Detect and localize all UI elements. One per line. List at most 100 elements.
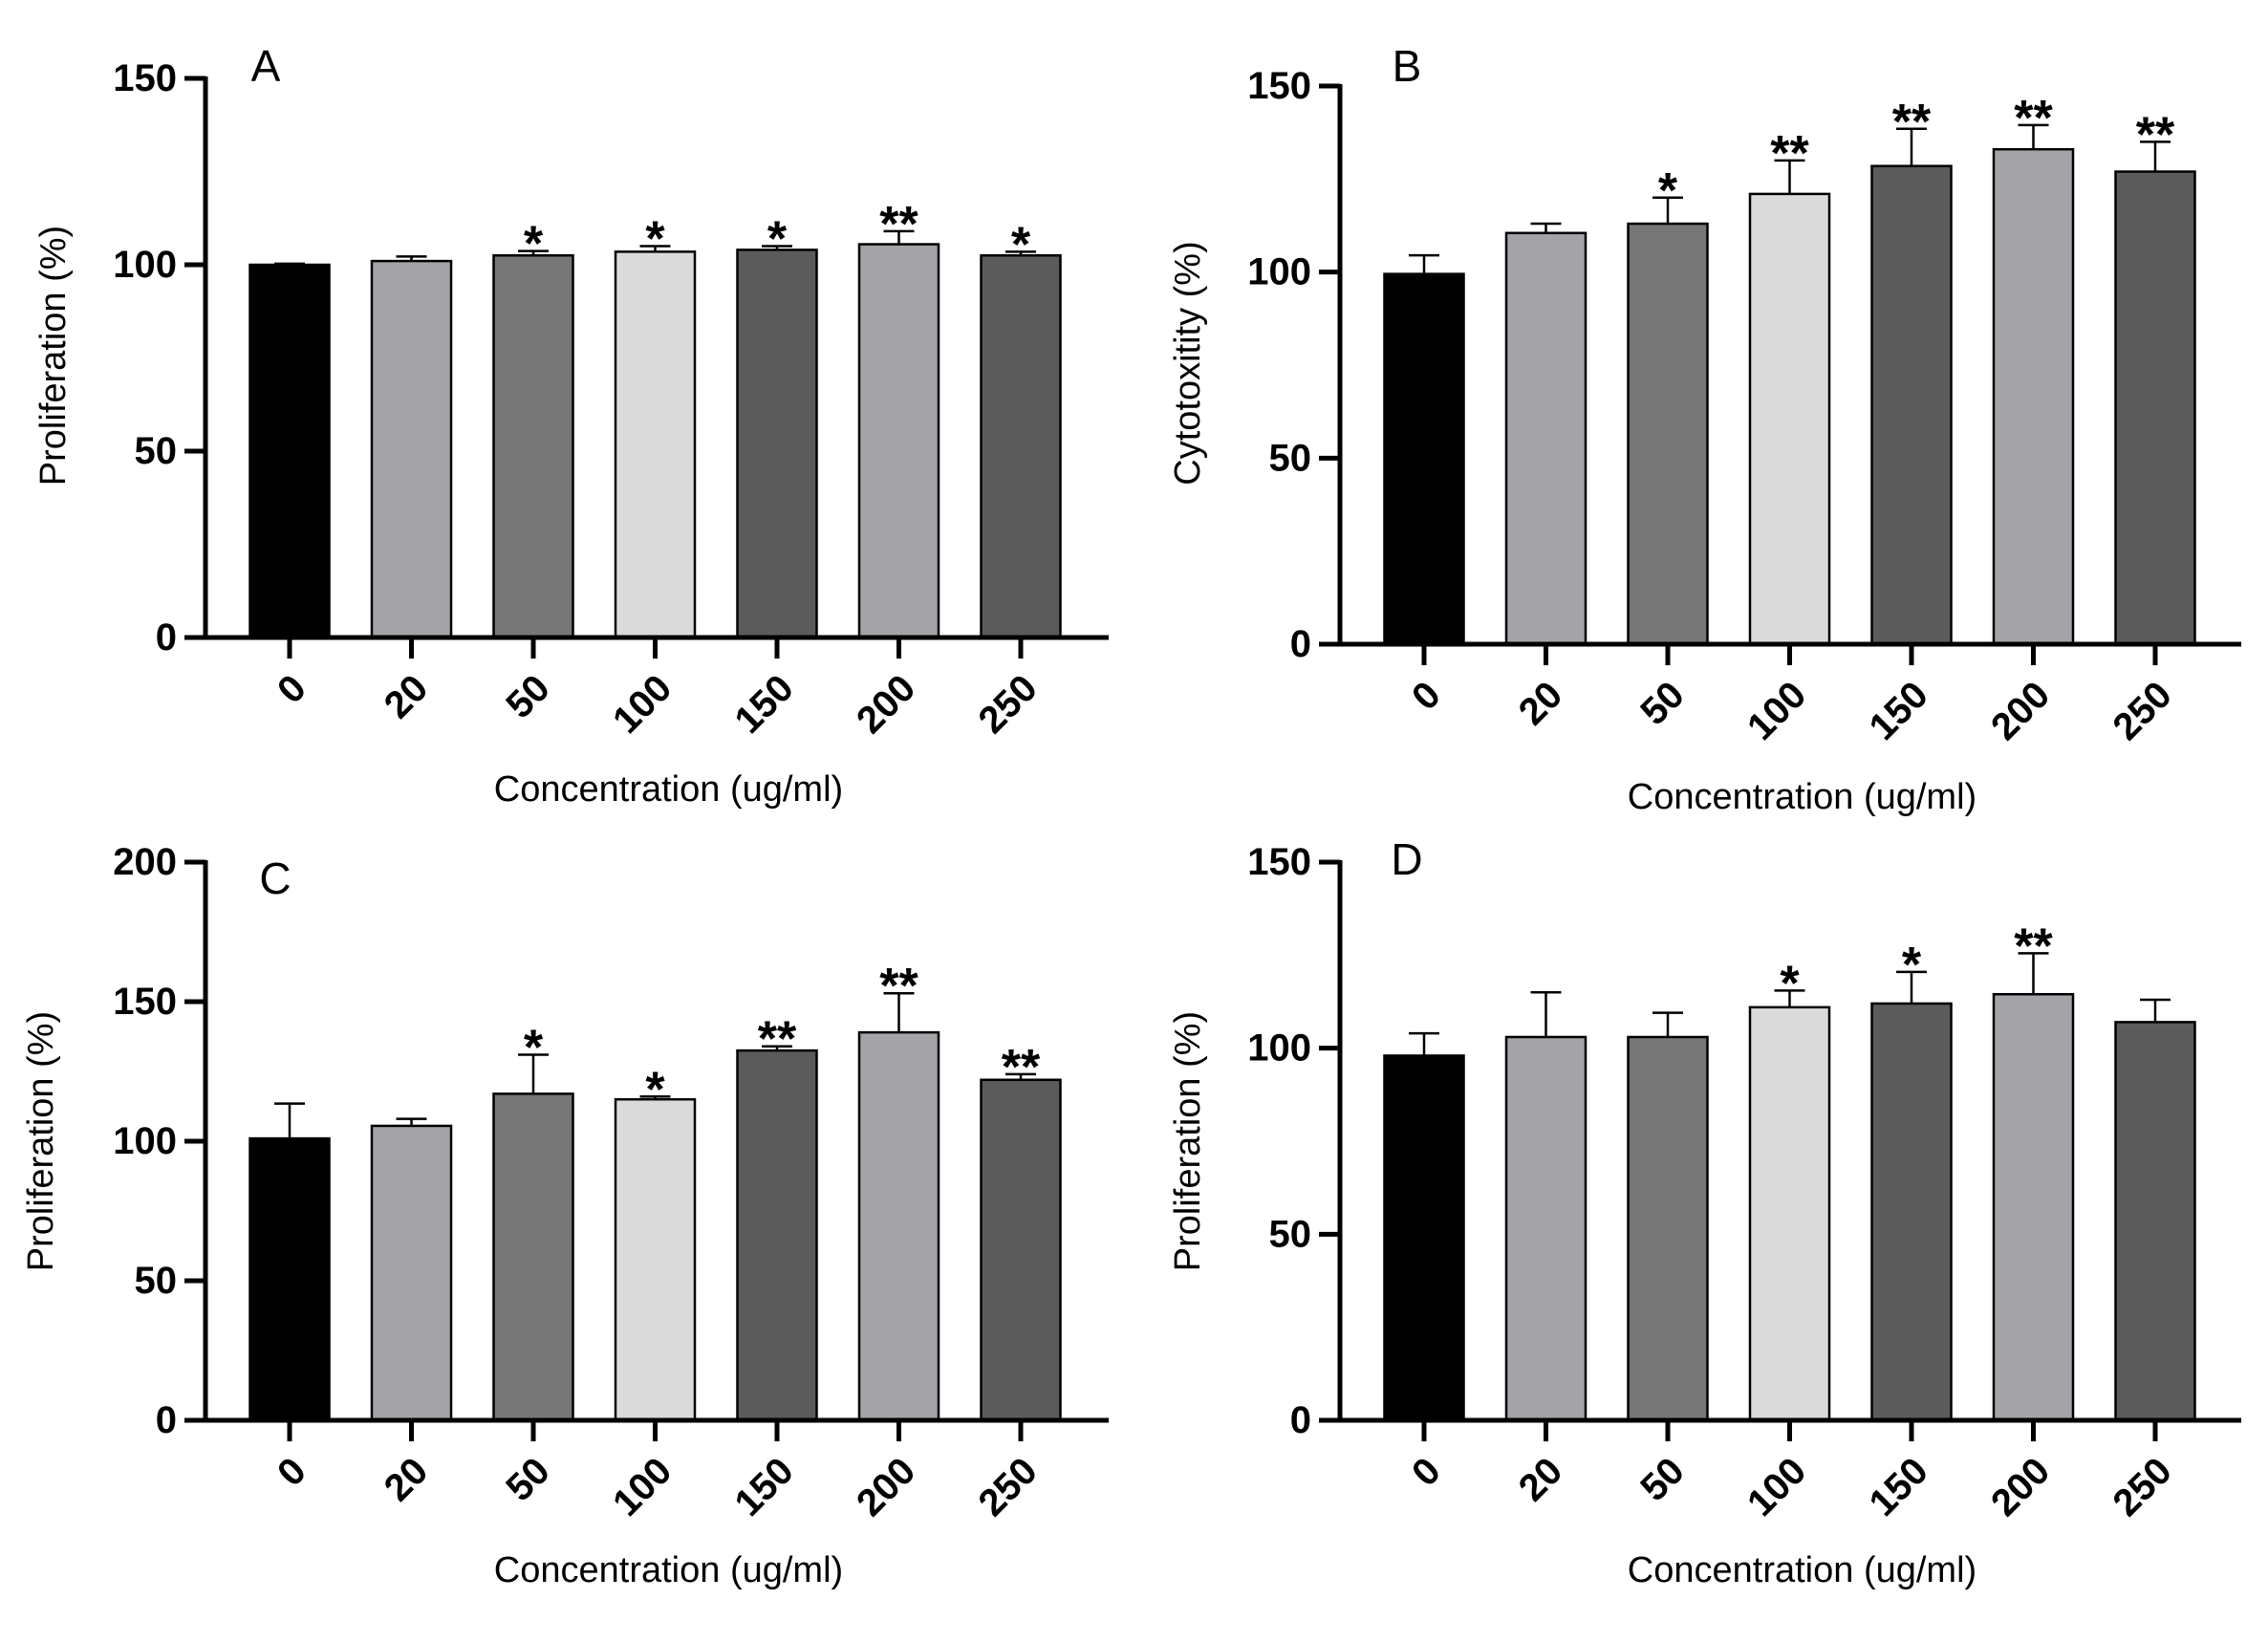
bar-100 [1748, 192, 1831, 646]
significance-marker: ** [758, 1012, 797, 1068]
bar-0 [248, 263, 331, 639]
panel-letter: A [251, 41, 281, 91]
significance-marker: ** [2014, 919, 2053, 974]
x-axis-title: Concentration (ug/ml) [1628, 1550, 1976, 1590]
bar-100 [614, 1097, 697, 1422]
significance-marker: * [1011, 217, 1031, 272]
y-tick-label: 100 [1247, 251, 1311, 293]
chart-panel-a: A 0 20 * 50 * 100 * 150 ** 200 * 250 0 50 100 150 Prolife… [33, 41, 1109, 810]
panel-letter: D [1391, 834, 1422, 884]
x-tick-label: 50 [498, 667, 558, 727]
chart-panel-b: B 0 20 * 50 ** 100 ** 150 ** 200 ** 250 0 50 100 150 Cyto… [1168, 41, 2241, 817]
x-tick-label: 100 [605, 1450, 680, 1524]
bar-200 [1992, 147, 2075, 646]
bar-250 [980, 254, 1062, 639]
bar-50 [492, 254, 574, 639]
x-tick-label: 250 [2106, 674, 2180, 748]
bar-200 [857, 243, 940, 639]
bar-200 [857, 1030, 940, 1422]
bar-150 [1870, 164, 1953, 646]
x-tick-label: 200 [1983, 1450, 2058, 1524]
x-tick-label: 100 [605, 667, 680, 742]
x-axis-title: Concentration (ug/ml) [494, 1550, 843, 1590]
y-tick-label: 150 [1247, 841, 1311, 883]
x-tick-label: 250 [2106, 1450, 2180, 1524]
y-tick-label: 0 [1290, 623, 1311, 665]
bar-150 [736, 1048, 818, 1422]
bar-0 [248, 1136, 331, 1422]
bar-150 [736, 249, 818, 639]
bar-50 [1627, 1035, 1709, 1422]
x-axis-title: Concentration (ug/ml) [494, 769, 843, 810]
significance-marker: ** [1002, 1040, 1041, 1095]
y-tick-label: 150 [113, 981, 177, 1023]
x-tick-label: 0 [270, 667, 314, 712]
x-tick-label: 200 [849, 667, 923, 742]
bar-20 [370, 259, 453, 639]
significance-marker: * [645, 212, 665, 268]
bar-100 [1748, 1005, 1831, 1422]
bar-100 [614, 250, 697, 639]
significance-marker: ** [879, 959, 918, 1014]
y-tick-label: 50 [135, 1260, 178, 1302]
x-tick-label: 100 [1739, 1450, 1814, 1524]
x-tick-label: 150 [1862, 674, 1936, 748]
significance-marker: * [524, 217, 544, 272]
x-tick-label: 100 [1739, 674, 1814, 748]
x-tick-label: 0 [1404, 1450, 1449, 1495]
bar-0 [1383, 1054, 1465, 1422]
y-axis-title: Cytotoxitity (%) [1168, 241, 1208, 485]
x-tick-label: 20 [377, 667, 437, 727]
y-tick-label: 0 [1290, 1399, 1311, 1441]
x-tick-label: 150 [1862, 1450, 1936, 1524]
significance-marker: ** [1770, 126, 1809, 182]
x-tick-label: 50 [1632, 1450, 1693, 1510]
significance-marker: * [1780, 956, 1800, 1011]
significance-marker: ** [2014, 91, 2053, 146]
bar-250 [2114, 170, 2196, 646]
significance-marker: * [645, 1062, 665, 1117]
y-axis-title: Proliferation (%) [21, 1011, 61, 1271]
panel-letter: B [1393, 41, 1422, 91]
bar-50 [1627, 222, 1709, 646]
x-tick-label: 200 [849, 1450, 923, 1524]
significance-marker: * [767, 212, 788, 268]
significance-marker: ** [879, 197, 918, 252]
chart-panel-c: C 0 20 * 50 * 100 ** 150 ** 200 ** 250 0 50 100 150 200 Pr… [21, 841, 1109, 1590]
y-tick-label: 0 [156, 1399, 177, 1441]
significance-marker: ** [1892, 95, 1932, 150]
significance-marker: ** [2136, 107, 2175, 162]
y-tick-label: 150 [1247, 65, 1311, 107]
y-tick-label: 150 [113, 57, 177, 99]
bar-150 [1870, 1002, 1953, 1422]
y-tick-label: 100 [113, 244, 177, 286]
x-axis-title: Concentration (ug/ml) [1628, 777, 1976, 817]
significance-marker: * [524, 1020, 544, 1075]
bar-250 [2114, 1021, 2196, 1422]
x-tick-label: 0 [270, 1450, 314, 1495]
x-tick-label: 150 [727, 1450, 802, 1524]
x-tick-label: 20 [1511, 674, 1571, 734]
y-tick-label: 50 [135, 430, 178, 472]
x-tick-label: 250 [971, 1450, 1046, 1524]
y-axis-title: Proliferation (%) [33, 226, 74, 486]
y-axis-title: Proliferation (%) [1168, 1011, 1208, 1271]
panel-letter: C [259, 854, 291, 903]
bar-50 [492, 1092, 574, 1422]
y-tick-label: 50 [1269, 1213, 1312, 1255]
bar-20 [370, 1124, 453, 1422]
x-tick-label: 50 [498, 1450, 558, 1510]
bar-20 [1504, 1035, 1588, 1422]
y-tick-label: 200 [113, 841, 177, 883]
y-tick-label: 50 [1269, 437, 1312, 479]
bar-250 [980, 1078, 1062, 1422]
x-tick-label: 50 [1632, 674, 1693, 734]
bar-20 [1504, 231, 1588, 646]
significance-marker: * [1658, 163, 1678, 219]
x-tick-label: 20 [377, 1450, 437, 1510]
x-tick-label: 20 [1511, 1450, 1571, 1510]
y-tick-label: 0 [156, 616, 177, 659]
x-tick-label: 0 [1404, 674, 1449, 719]
bar-200 [1992, 992, 2075, 1422]
